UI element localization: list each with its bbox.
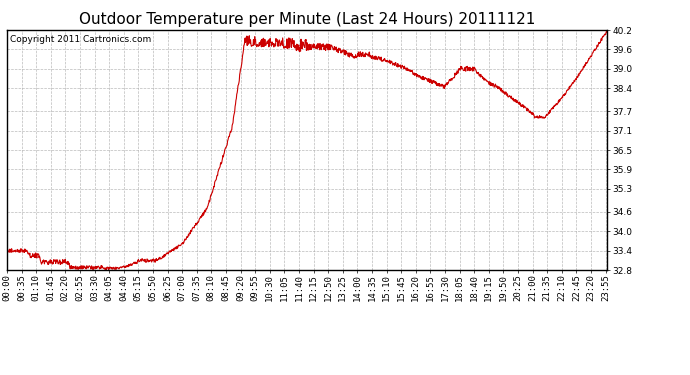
- Text: Copyright 2011 Cartronics.com: Copyright 2011 Cartronics.com: [10, 35, 151, 44]
- Title: Outdoor Temperature per Minute (Last 24 Hours) 20111121: Outdoor Temperature per Minute (Last 24 …: [79, 12, 535, 27]
